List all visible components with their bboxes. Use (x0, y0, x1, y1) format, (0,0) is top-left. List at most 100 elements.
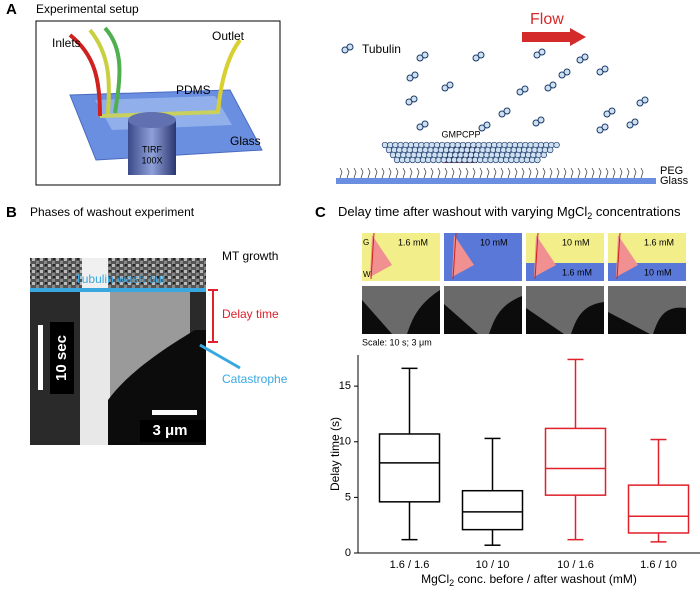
lattice (487, 156, 494, 164)
peg (493, 167, 497, 179)
panel-title: Experimental setup (36, 2, 139, 16)
peg (612, 167, 616, 179)
tubulin (483, 121, 491, 129)
peg (619, 167, 623, 179)
tubulin (478, 124, 486, 132)
peg (577, 167, 581, 179)
lattice (553, 141, 560, 149)
peg (388, 167, 392, 179)
lattice (482, 156, 489, 164)
tubulin (405, 98, 413, 106)
label: Outlet (212, 29, 245, 43)
x-label-part: MgCl (421, 572, 449, 586)
x-tick-label: 1.6 / 1.6 (390, 559, 430, 571)
tubulin (581, 53, 589, 61)
peg (549, 167, 553, 179)
tubulin (537, 116, 545, 124)
peg (430, 167, 434, 179)
inset-label: 10 mM (480, 237, 508, 247)
tube (88, 28, 111, 115)
tubulin (641, 96, 649, 104)
peg (367, 167, 371, 179)
peg (570, 167, 574, 179)
lattice (419, 156, 427, 164)
schematic: Flow Tubulin PEG Glass GMPCPP (336, 11, 689, 187)
box (378, 433, 441, 503)
label-box (50, 322, 74, 394)
tubulin (477, 51, 485, 59)
tubulin (346, 43, 354, 51)
tubulin (596, 68, 604, 76)
inset-label: W (363, 270, 371, 279)
tubulin (603, 110, 611, 118)
peg (486, 167, 490, 179)
tubulin (516, 88, 524, 96)
label: GMPCPP (441, 129, 480, 139)
peg (395, 167, 399, 179)
tubulin (498, 110, 506, 118)
y-tick-label: 5 (345, 491, 351, 503)
peg (402, 167, 406, 179)
lattice (523, 156, 531, 164)
tubulin (544, 84, 552, 92)
scale-bar (152, 410, 197, 415)
peg (507, 167, 511, 179)
box (544, 427, 607, 496)
peg (542, 167, 546, 179)
lattice (389, 151, 397, 159)
kymo-dark (444, 304, 478, 334)
tubulin (538, 48, 546, 56)
kymo-dark (526, 308, 564, 334)
lattice (518, 156, 525, 164)
peg (423, 167, 427, 179)
delay-bracket (208, 289, 218, 343)
lattice (414, 156, 421, 164)
lattice (393, 156, 401, 164)
lattice (513, 156, 520, 164)
box-plot: 0 5 10 15 Delay time (s) MgCl2 conc. before /… (328, 355, 700, 588)
peg (360, 167, 364, 179)
peg (339, 167, 343, 179)
lattice (381, 141, 389, 149)
lattice (430, 156, 437, 164)
box (461, 489, 524, 531)
kymo-dark (653, 307, 686, 334)
tubulin (576, 56, 584, 64)
tubulin (406, 74, 414, 82)
lattice (477, 156, 484, 164)
panel-letter: C (315, 204, 326, 221)
lattice (461, 156, 468, 164)
tubulin (446, 81, 454, 89)
flow-cone (534, 235, 556, 277)
lattice (385, 146, 393, 154)
inset-label: 10 mM (562, 237, 590, 247)
peg (381, 167, 385, 179)
flow-cone (370, 235, 392, 277)
label: 100X (141, 155, 162, 165)
peg (458, 167, 462, 179)
title-part: Delay time after washout with varying Mg… (338, 204, 587, 219)
x-tick-label: 1.6 / 10 (640, 559, 677, 571)
x-tick-label: 10 / 10 (476, 559, 510, 571)
tubulin (416, 54, 424, 62)
lattice (435, 156, 442, 164)
peg (591, 167, 595, 179)
lattice (399, 156, 406, 164)
kymo-dark (362, 300, 392, 334)
label: PEG (660, 165, 683, 177)
y-tick-label: 15 (339, 380, 351, 392)
kymo-growth (30, 258, 206, 288)
title-part: 2 (587, 211, 592, 221)
glass-surface (336, 178, 656, 184)
tubulin (549, 81, 557, 89)
inset-label: 1.6 mM (562, 267, 592, 277)
lattice (497, 156, 505, 164)
inset-label: 1.6 mM (644, 237, 674, 247)
kymo-shrink (108, 330, 206, 445)
peg (437, 167, 441, 179)
needle (534, 232, 539, 280)
lattice (547, 146, 554, 154)
arrow (199, 343, 241, 370)
lattice (425, 156, 432, 164)
label: Glass (230, 134, 261, 148)
